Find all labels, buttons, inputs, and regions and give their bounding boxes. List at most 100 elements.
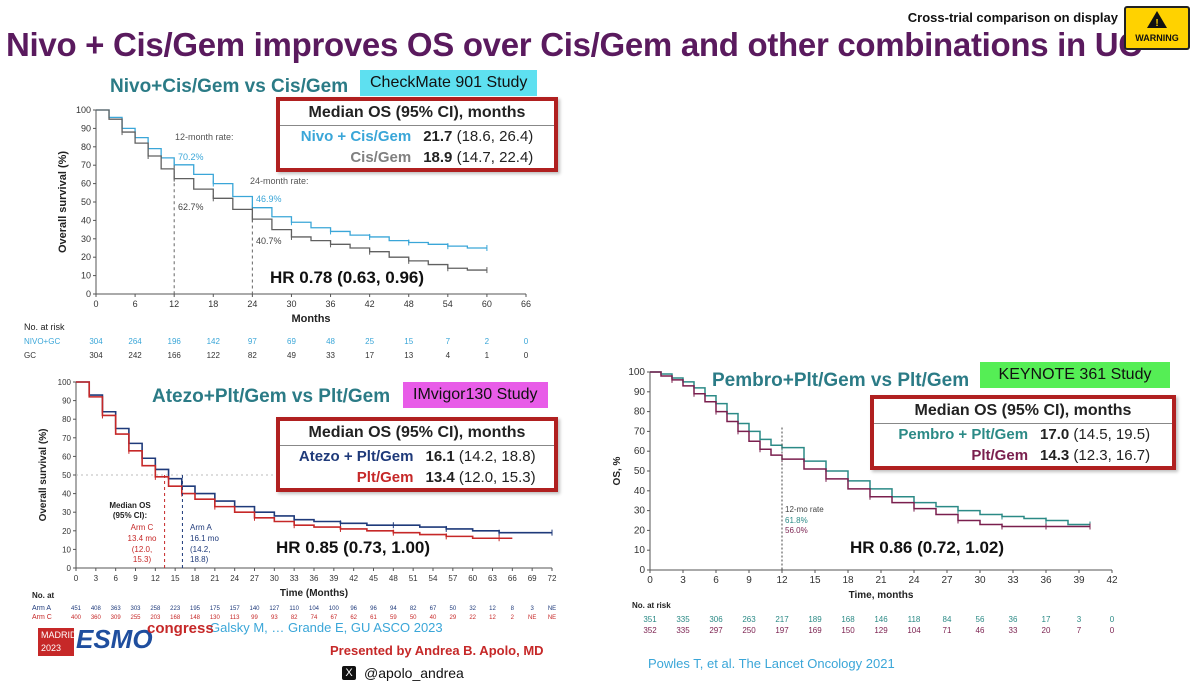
annotation: Arm C (131, 523, 154, 532)
warning-badge: ! WARNING (1124, 6, 1190, 50)
risk-value: 157 (230, 606, 241, 612)
risk-value: 36 (1009, 615, 1018, 624)
x-tick-label: 66 (508, 574, 517, 583)
risk-value: 352 (643, 626, 657, 635)
km-curve-experimental (650, 371, 1090, 526)
risk-table-title: No. at risk (632, 601, 671, 610)
annotation: 15.3) (133, 555, 152, 564)
y-tick-label: 40 (81, 215, 91, 225)
x-logo-icon: X (342, 666, 356, 680)
risk-value: 33 (1009, 626, 1018, 635)
y-tick-label: 30 (634, 506, 646, 517)
median-ci: (18.6, 26.4) (456, 128, 534, 145)
km-curve-control (76, 381, 513, 540)
annotation: 12-month rate: (175, 132, 234, 142)
x-tick-label: 18 (842, 575, 854, 586)
y-tick-label: 10 (634, 545, 646, 556)
risk-table-title: No. at (32, 591, 55, 600)
x-tick-label: 24 (247, 299, 257, 309)
y-tick-label: 90 (634, 387, 646, 398)
median-box-header: Median OS (95% CI), months (280, 421, 554, 446)
risk-value: 250 (742, 626, 756, 635)
risk-value: 99 (251, 615, 258, 621)
esmo-congress: congress (147, 620, 214, 637)
risk-value: 0 (1110, 615, 1115, 624)
x-tick-label: 6 (713, 575, 719, 586)
risk-row-label: Arm C (32, 614, 52, 621)
y-axis-label: OS, % (612, 456, 623, 485)
risk-value: 71 (943, 626, 952, 635)
kn361-study-tag: KEYNOTE 361 Study (980, 362, 1170, 388)
x-axis-label: Time, months (849, 590, 914, 601)
risk-value: 100 (329, 606, 340, 612)
risk-value: 363 (111, 606, 122, 612)
x-tick-label: 24 (908, 575, 920, 586)
y-tick-label: 60 (62, 452, 71, 461)
risk-value: 130 (210, 615, 221, 621)
median-row: Pembro + Plt/Gem 17.0 (14.5, 19.5) (874, 424, 1172, 445)
risk-value: 96 (370, 606, 377, 612)
risk-value: 29 (449, 615, 456, 621)
risk-value: 84 (943, 615, 952, 624)
median-ci: (12.3, 16.7) (1073, 447, 1151, 464)
risk-value: NE (548, 615, 556, 621)
risk-value: 166 (168, 351, 182, 360)
risk-value: 297 (709, 626, 723, 635)
annotation: Median OS (109, 501, 151, 510)
y-tick-label: 20 (81, 252, 91, 262)
median-ci: (12.0, 15.3) (458, 469, 536, 486)
risk-value: 168 (841, 615, 855, 624)
x-tick-label: 39 (329, 574, 338, 583)
risk-value: 263 (742, 615, 756, 624)
risk-value: 142 (207, 337, 221, 346)
risk-value: 303 (130, 606, 141, 612)
y-tick-label: 0 (639, 565, 645, 576)
risk-value: NE (528, 615, 536, 621)
risk-value: 242 (128, 351, 142, 360)
arm-label: Pembro + Plt/Gem (898, 426, 1029, 443)
x-tick-label: 42 (1106, 575, 1118, 586)
x-axis-label: Time (Months) (280, 588, 348, 599)
risk-value: 7 (1077, 626, 1082, 635)
risk-value: 0 (524, 351, 529, 360)
risk-value: 25 (365, 337, 374, 346)
esmo-city-badge: MADRID 2023 (38, 628, 77, 656)
x-tick-label: 42 (349, 574, 358, 583)
annotation: 16.1 mo (190, 534, 219, 543)
x-tick-label: 30 (974, 575, 986, 586)
median-value: 13.4 (425, 469, 455, 486)
annotation: 24-month rate: (250, 176, 309, 186)
x-tick-label: 0 (74, 574, 79, 583)
x-tick-label: 45 (369, 574, 378, 583)
x-tick-label: 3 (94, 574, 99, 583)
risk-row-label: NIVO+GC (24, 337, 60, 346)
annotation: 40.7% (256, 236, 282, 246)
x-tick-label: 72 (548, 574, 557, 583)
risk-value: 17 (365, 351, 374, 360)
y-tick-label: 20 (62, 527, 71, 536)
risk-value: 335 (676, 615, 690, 624)
median-value: 17.0 (1040, 426, 1070, 443)
risk-value: 258 (150, 606, 161, 612)
risk-value: 49 (287, 351, 296, 360)
y-tick-label: 100 (58, 378, 72, 387)
risk-value: 94 (390, 606, 397, 612)
risk-value: 140 (249, 606, 260, 612)
median-value: 21.7 (423, 128, 453, 145)
risk-value: 2 (485, 337, 490, 346)
risk-value: 104 (309, 606, 320, 612)
risk-value: 110 (289, 606, 299, 612)
annotation: 13.4 mo (128, 534, 157, 543)
risk-value: 223 (170, 606, 181, 612)
x-tick-label: 36 (326, 299, 336, 309)
risk-value: 50 (410, 615, 417, 621)
x-tick-label: 12 (151, 574, 160, 583)
x-tick-label: 57 (448, 574, 457, 583)
x-tick-label: 27 (250, 574, 259, 583)
y-tick-label: 80 (634, 407, 646, 418)
page-title: Nivo + Cis/Gem improves OS over Cis/Gem … (6, 26, 1142, 63)
x-tick-label: 3 (680, 575, 686, 586)
x-tick-label: 33 (290, 574, 299, 583)
risk-value: 408 (91, 606, 102, 612)
risk-value: 97 (248, 337, 257, 346)
